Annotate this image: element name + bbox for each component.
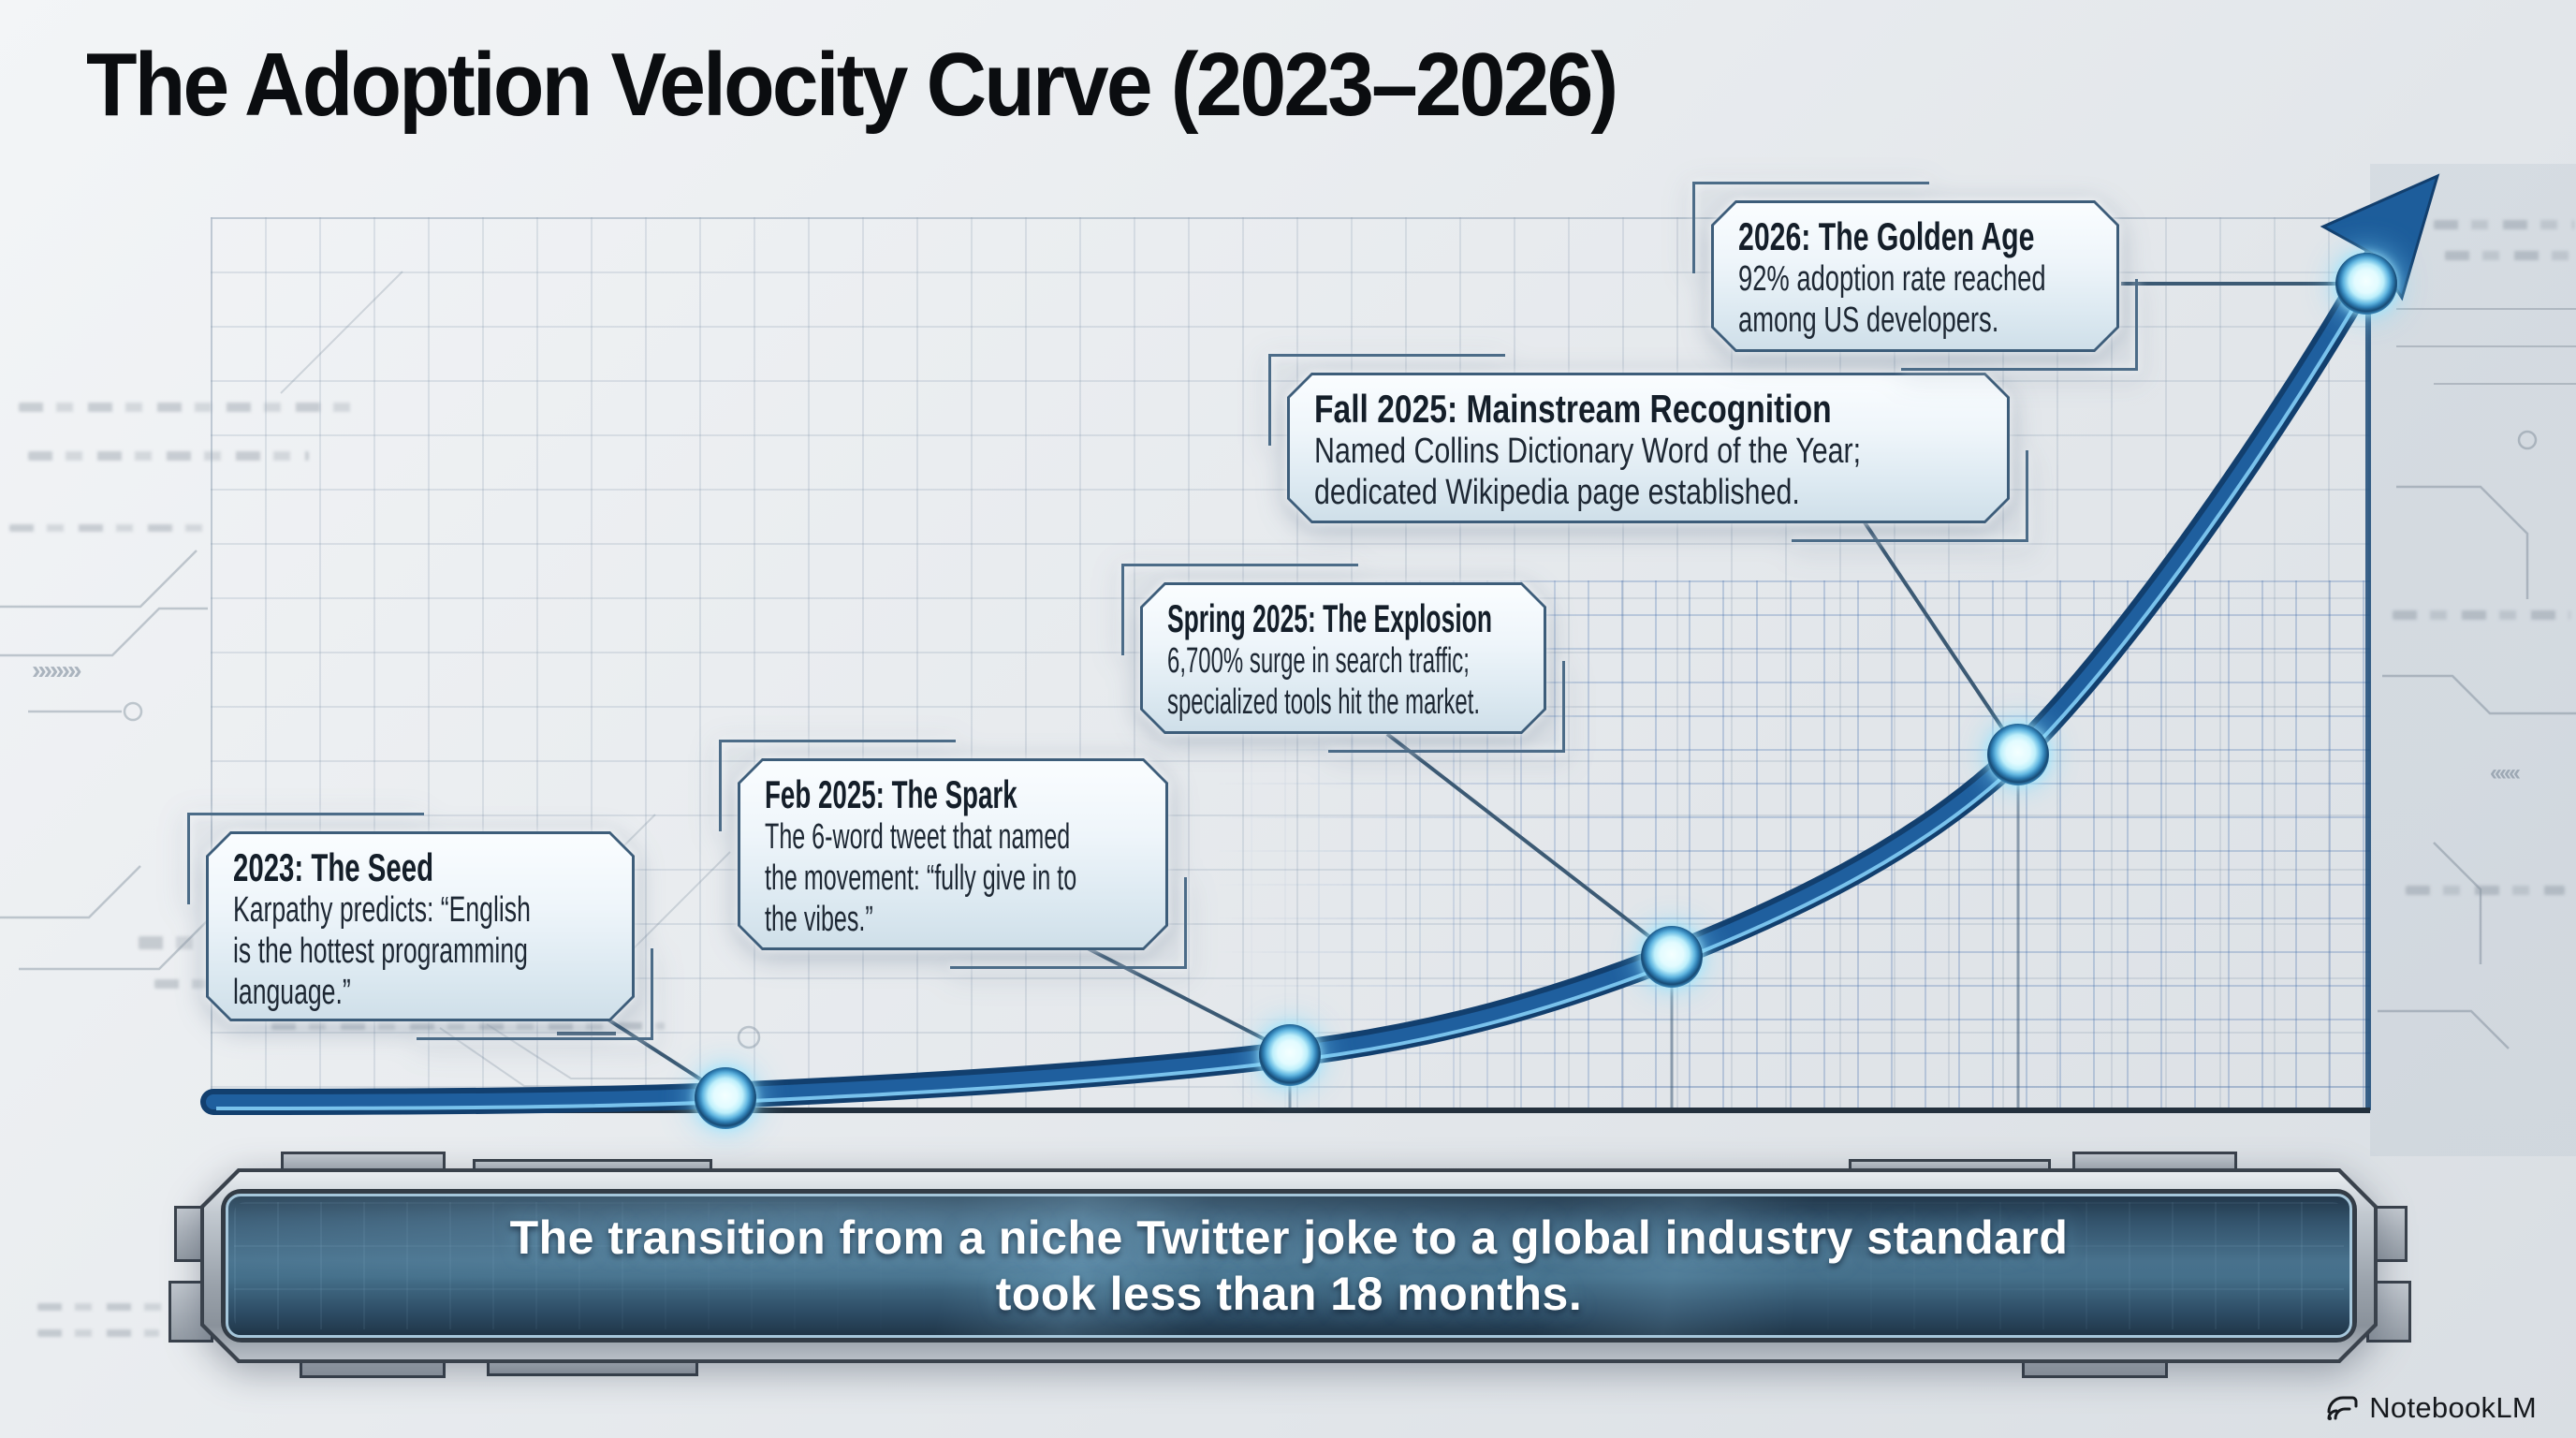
bracket-decoration [187,813,424,904]
callout-title: Fall 2025: Mainstream Recognition [1314,387,1832,431]
circuit-trace-right [2378,430,2576,1049]
chevron-decoration: ‹‹‹‹‹‹ [2490,760,2521,785]
summary-banner: The transition from a niche Twitter joke… [200,1168,2378,1363]
callout-body: 6,700% surge in search traffic; speciali… [1167,641,1480,722]
callout-connectors [557,282,2340,1097]
callout-body: The 6-word tweet that named the movement… [765,817,1077,939]
bracket-decoration [1328,661,1565,753]
bracket-decoration [1901,279,2138,371]
callout-explosion: Spring 2025: The Explosion 6,700% surge … [1121,564,1565,753]
banner-panel [226,1194,2352,1338]
callout-fill [1714,203,2116,349]
callout-title: Spring 2025: The Explosion [1167,596,1492,640]
circuit-trace [0,550,761,1049]
watermark: NotebookLM [2324,1391,2537,1425]
milestone-marker-spark [1259,1024,1321,1086]
bracket-decoration [1792,450,2028,542]
callout-body: Named Collins Dictionary Word of the Yea… [1314,432,1862,512]
banner-line-2: took less than 18 months. [995,1268,1583,1320]
banner-grid-texture [234,1202,2344,1329]
background-right-panel [2370,164,2576,1156]
background-faint-text [2445,251,2574,260]
background-faint-text [19,403,356,412]
background-faint-text [271,1022,665,1030]
callout-title: Feb 2025: The Spark [765,772,1017,816]
watermark-label: NotebookLM [2369,1391,2537,1424]
page-title: The Adoption Velocity Curve (2023–2026) [86,35,1618,135]
callout-fill [1290,375,2007,521]
callout-fill [740,761,1165,947]
milestone-marker-recognition [1987,724,2049,785]
bracket-decoration [1692,182,1929,273]
background-faint-text [37,1329,159,1337]
callout-body: Karpathy predicts: “English is the hotte… [233,890,531,1012]
banner-text: The transition from a niche Twitter joke… [200,1168,2378,1363]
callout-golden-age: 2026: The Golden Age 92% adoption rate r… [1692,182,2138,371]
bracket-decoration [1121,564,1358,655]
callout-title: 2026: The Golden Age [1738,214,2035,258]
callout-fill [209,834,632,1019]
callout-body: 92% adoption rate reached among US devel… [1738,259,2046,340]
background-faint-text [9,524,206,532]
bracket-decoration [950,877,1187,969]
callout-spark: Feb 2025: The Spark The 6-word tweet tha… [719,740,1187,969]
chevron-decoration: ›››››››› [32,655,82,684]
bracket-decoration [719,740,956,831]
adoption-curve [200,232,2396,1115]
background-faint-text [37,1303,206,1311]
background-faint-text [2434,220,2574,229]
bracket-decoration [417,948,653,1040]
background-faint-text [2406,886,2565,895]
background-faint-text [2393,610,2570,620]
notebooklm-icon [2327,1396,2358,1420]
milestone-marker-golden-age [2335,253,2397,315]
milestone-marker-seed [695,1067,756,1129]
background-faint-text [28,451,309,461]
callout-title: 2023: The Seed [233,845,434,889]
bracket-decoration [1268,354,1505,446]
milestone-marker-explosion [1641,926,1703,988]
callout-seed: 2023: The Seed Karpathy predicts: “Engli… [187,813,653,1040]
callout-fill [1143,585,1544,731]
callout-recognition: Fall 2025: Mainstream Recognition Named … [1268,354,2028,542]
banner-line-1: The transition from a niche Twitter joke… [509,1211,2069,1264]
circuit-rows-top-right [2396,308,2576,385]
